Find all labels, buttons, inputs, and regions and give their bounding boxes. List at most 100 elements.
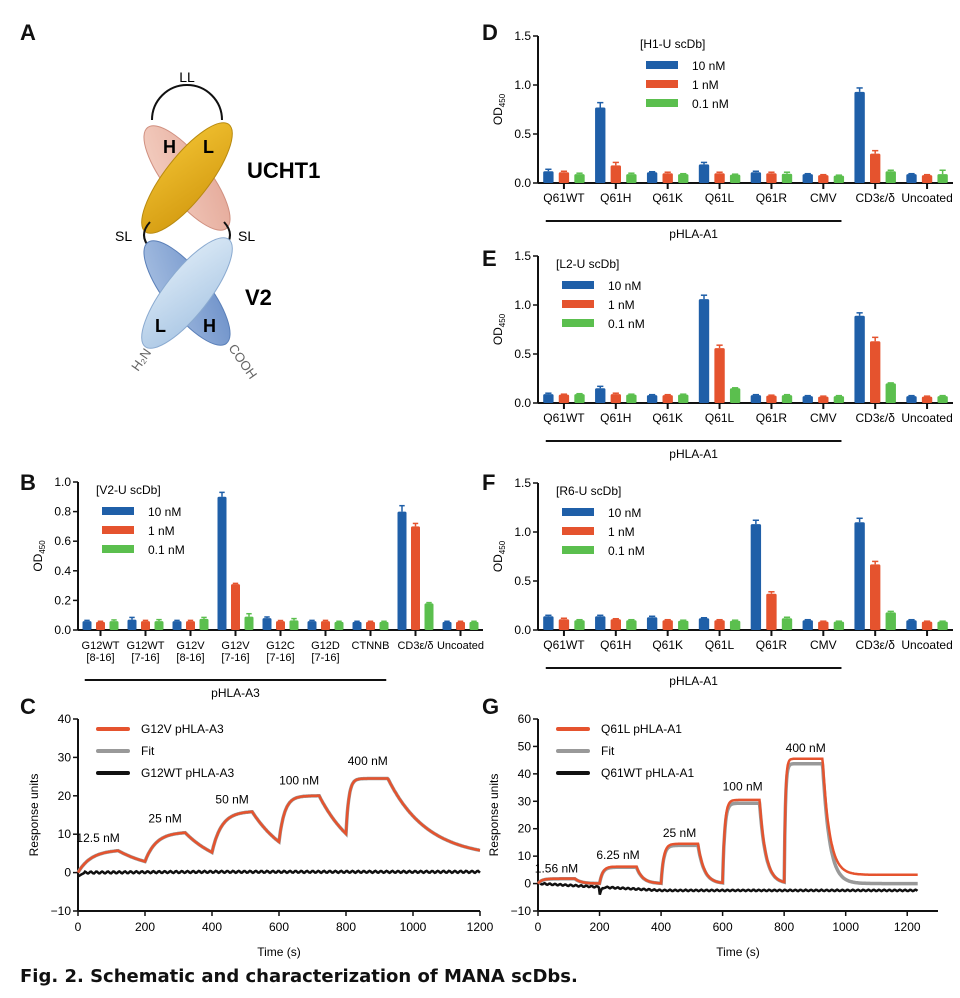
- group-label: pHLA-A1: [669, 447, 718, 461]
- bar-10nM-1: [127, 619, 137, 630]
- panel-label-e: E: [482, 246, 497, 271]
- y-tick-label: 1.5: [514, 29, 531, 43]
- concentration-annotation: 100 nM: [723, 779, 763, 793]
- x-tick-label: G12V [7-16]: [221, 640, 250, 664]
- y-tick-label: 0.0: [514, 623, 531, 637]
- x-tick-label: 0: [535, 920, 542, 934]
- bar-10nM-3: [698, 618, 710, 630]
- y-axis-label: Response units: [487, 774, 501, 857]
- y-tick-label: 0.5: [514, 347, 531, 361]
- y-tick-label: 10: [518, 849, 532, 863]
- bar-1nM-6: [366, 621, 375, 630]
- bar-1nM-1: [610, 394, 621, 403]
- y-tick-label: 0.5: [514, 127, 531, 141]
- bar-10nM-6: [854, 522, 865, 630]
- x-tick-label: Q61K: [652, 411, 683, 425]
- bar-1nM-1: [610, 619, 621, 630]
- bar-1nM-5: [818, 396, 829, 403]
- legend-label: 1 nM: [692, 78, 719, 92]
- bar-1nM-5: [818, 621, 829, 630]
- legend-swatch: [102, 526, 134, 534]
- x-tick-label: CD3ε/δ: [856, 191, 896, 205]
- bar-0p1nM-2: [678, 174, 689, 183]
- bar-0p1nM-4: [781, 173, 793, 183]
- legend-label: 10 nM: [608, 506, 641, 520]
- bar-0p1nM-5: [833, 175, 845, 183]
- bar-10nM-7: [906, 620, 917, 630]
- legend-label: Q61WT pHLA-A1: [601, 766, 694, 780]
- bar-0p1nM-2: [678, 394, 689, 403]
- legend-swatch: [562, 508, 594, 516]
- group-label: pHLA-A3: [211, 686, 260, 700]
- legend-swatch: [102, 507, 134, 515]
- bar-1nM-4: [766, 593, 777, 630]
- y-tick-label: 40: [58, 712, 72, 726]
- legend-label: 0.1 nM: [608, 317, 645, 331]
- legend-label: 1 nM: [608, 298, 635, 312]
- concentration-annotation: 25 nM: [663, 826, 696, 840]
- control-trace: [77, 869, 481, 878]
- x-tick-label: CD3ε/δ: [856, 411, 896, 425]
- v2-label: V2: [245, 285, 272, 310]
- bar-1nM-0: [558, 619, 570, 630]
- x-tick-label: 1000: [832, 920, 859, 934]
- bar-10nM-0: [543, 616, 554, 630]
- x-tick-label: 0: [75, 920, 82, 934]
- legend-label: 0.1 nM: [692, 97, 729, 111]
- x-tick-label: G12D [7-16]: [311, 640, 340, 664]
- legend-label: 10 nM: [692, 59, 725, 73]
- sl-right-label: SL: [238, 228, 255, 244]
- bar-10nM-3: [698, 164, 710, 183]
- bar-0p1nM-6: [885, 171, 896, 183]
- y-tick-label: 1.0: [54, 475, 71, 489]
- x-tick-label: Uncoated: [901, 411, 952, 425]
- legend-title: [V2-U scDb]: [96, 483, 161, 497]
- control-trace: [537, 881, 919, 895]
- x-tick-label: Q61H: [600, 638, 631, 652]
- ucht1-label: UCHT1: [247, 158, 320, 183]
- bar-10nM-7: [397, 511, 407, 630]
- legend-label: 0.1 nM: [608, 544, 645, 558]
- x-tick-label: 1200: [467, 920, 494, 934]
- bar-10nM-8: [442, 621, 452, 630]
- bar-0p1nM-0: [574, 174, 585, 183]
- x-tick-label: 800: [774, 920, 794, 934]
- bar-10nM-6: [352, 621, 362, 630]
- legend-label: 10 nM: [608, 279, 641, 293]
- legend-swatch: [562, 546, 594, 554]
- bar-10nM-3: [217, 496, 227, 630]
- v2-light-chain: [141, 237, 233, 349]
- bar-1nM-4: [276, 621, 285, 630]
- x-tick-label: Q61L: [705, 638, 735, 652]
- bar-0p1nM-8: [469, 621, 479, 630]
- scdb-schematic: LL H L UCHT1 SL SL L H V2 H₂N COOH: [115, 69, 320, 382]
- figure-caption: Fig. 2. Schematic and characterization o…: [20, 966, 578, 987]
- x-tick-label: Q61WT: [543, 191, 585, 205]
- legend-swatch: [562, 281, 594, 289]
- bar-0p1nM-2: [678, 620, 689, 630]
- y-tick-label: 0: [524, 877, 531, 891]
- bar-0p1nM-3: [729, 620, 741, 630]
- bar-1nM-3: [714, 173, 725, 183]
- legend-swatch: [646, 61, 678, 69]
- concentration-annotation: 100 nM: [279, 773, 319, 787]
- bar-0p1nM-7: [937, 621, 948, 630]
- legend-label: Fit: [141, 744, 155, 758]
- concentration-annotation: 400 nM: [348, 754, 388, 768]
- bar-0p1nM-6: [379, 621, 389, 630]
- bar-0p1nM-4: [781, 395, 793, 403]
- bar-1nM-4: [766, 395, 777, 403]
- bar-0p1nM-7: [424, 603, 434, 630]
- legend-label: G12V pHLA-A3: [141, 722, 224, 736]
- bar-10nM-4: [750, 395, 762, 403]
- x-tick-label: Q61WT: [543, 638, 585, 652]
- x-tick-label: CMV: [810, 191, 837, 205]
- bar-0p1nM-1: [626, 174, 637, 183]
- bar-0p1nM-5: [833, 621, 845, 630]
- legend-label: 1 nM: [148, 524, 175, 538]
- y-tick-label: 30: [518, 794, 532, 808]
